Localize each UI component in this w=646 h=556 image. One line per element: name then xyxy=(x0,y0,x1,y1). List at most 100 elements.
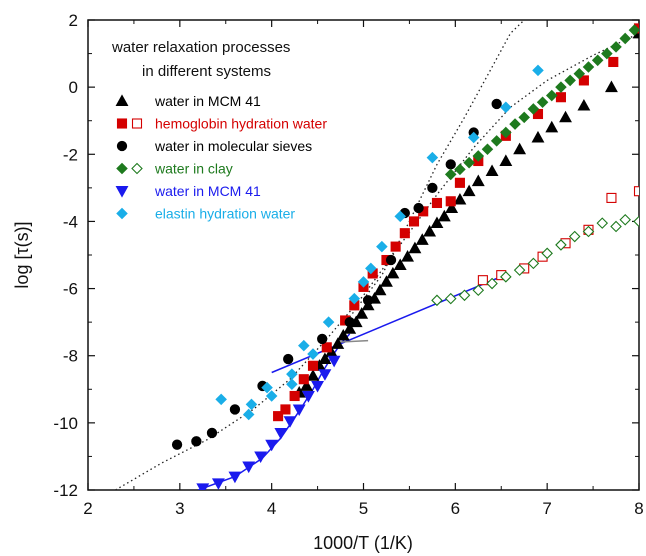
data-point xyxy=(274,427,288,440)
data-point xyxy=(426,151,439,164)
plot-frame xyxy=(87,19,640,491)
data-point xyxy=(385,254,397,266)
data-point xyxy=(427,182,438,194)
data-point xyxy=(301,391,315,403)
data-point xyxy=(486,277,498,290)
data-point xyxy=(477,275,488,286)
data-point xyxy=(191,436,202,447)
data-point xyxy=(306,369,320,381)
data-point xyxy=(280,404,291,415)
data-point xyxy=(445,159,456,170)
data-point xyxy=(490,135,503,147)
data-point xyxy=(568,230,581,243)
y-tick-label: -6 xyxy=(63,280,78,299)
data-point xyxy=(444,292,457,305)
data-point xyxy=(362,295,374,306)
data-point xyxy=(610,220,622,233)
data-point xyxy=(283,353,294,365)
data-point xyxy=(437,209,451,222)
data-point xyxy=(596,217,609,229)
data-point xyxy=(573,67,586,80)
legend-marker xyxy=(116,118,128,129)
data-point xyxy=(390,241,401,252)
data-point xyxy=(300,379,313,391)
x-tick-label: 7 xyxy=(542,499,551,518)
data-point xyxy=(380,275,393,287)
data-point xyxy=(283,416,297,428)
x-axis-label: 1000/T (1/K) xyxy=(313,533,413,553)
series-group xyxy=(444,24,639,181)
data-point xyxy=(513,264,526,276)
data-point xyxy=(399,228,410,239)
data-point xyxy=(357,276,370,288)
legend-label: hemoglobin hydration water xyxy=(155,116,327,132)
data-point xyxy=(491,98,502,110)
data-point xyxy=(228,471,242,484)
data-point xyxy=(500,126,512,139)
data-point xyxy=(265,390,278,402)
legend-label: water in MCM 41 xyxy=(154,93,261,109)
data-point xyxy=(541,247,553,260)
data-point xyxy=(292,404,306,417)
y-tick-label: 0 xyxy=(69,78,78,97)
data-point xyxy=(577,98,591,111)
data-point xyxy=(242,408,255,421)
data-point xyxy=(532,64,544,77)
data-point xyxy=(413,202,424,214)
data-point xyxy=(467,131,480,144)
y-tick-label: 2 xyxy=(69,11,78,30)
data-point xyxy=(633,186,639,197)
data-point xyxy=(393,258,407,271)
data-point xyxy=(500,271,512,283)
y-tick-label: -10 xyxy=(53,414,78,433)
data-point xyxy=(555,81,567,93)
data-point xyxy=(564,74,576,87)
data-point xyxy=(336,328,350,341)
data-point xyxy=(196,483,210,490)
data-point xyxy=(513,142,527,155)
y-tick-label: -12 xyxy=(53,481,78,500)
data-point xyxy=(462,184,476,197)
y-tick-label: -8 xyxy=(63,347,78,366)
fit-line xyxy=(335,339,369,344)
ticks-layer xyxy=(87,19,640,491)
data-point xyxy=(591,54,604,67)
data-point xyxy=(331,337,345,349)
data-point xyxy=(408,216,420,227)
x-tick-label: 3 xyxy=(175,499,184,518)
data-point xyxy=(531,130,545,143)
data-point xyxy=(633,215,639,228)
data-point xyxy=(211,478,225,490)
data-point xyxy=(527,257,540,270)
data-point xyxy=(559,110,572,123)
y-axis-label: log [τ(s)] xyxy=(12,221,32,288)
data-point xyxy=(215,393,227,406)
dotted-fit-curve xyxy=(349,20,525,318)
data-point xyxy=(445,201,459,213)
x-tick-label: 6 xyxy=(451,499,460,518)
series-group xyxy=(477,186,639,286)
data-point xyxy=(321,342,332,353)
data-point xyxy=(286,378,298,391)
series-group xyxy=(196,355,341,490)
series-group xyxy=(215,64,544,421)
data-point xyxy=(242,461,256,474)
data-point xyxy=(311,380,325,393)
data-point xyxy=(454,177,465,188)
data-point xyxy=(431,197,443,209)
data-point xyxy=(555,92,566,103)
data-point xyxy=(289,390,300,402)
data-point xyxy=(545,120,559,133)
data-point xyxy=(454,163,466,176)
data-point xyxy=(555,239,567,251)
data-point xyxy=(408,241,422,254)
legend-label: water in molecular sieves xyxy=(154,138,312,154)
data-point xyxy=(394,210,407,223)
data-point xyxy=(606,192,617,203)
x-tick-label: 8 xyxy=(634,499,643,518)
data-point xyxy=(578,75,589,86)
data-point xyxy=(355,307,369,319)
chart-title-line-1: water relaxation processes xyxy=(111,39,290,56)
legend-label: water in clay xyxy=(154,161,233,177)
data-point xyxy=(344,316,355,328)
